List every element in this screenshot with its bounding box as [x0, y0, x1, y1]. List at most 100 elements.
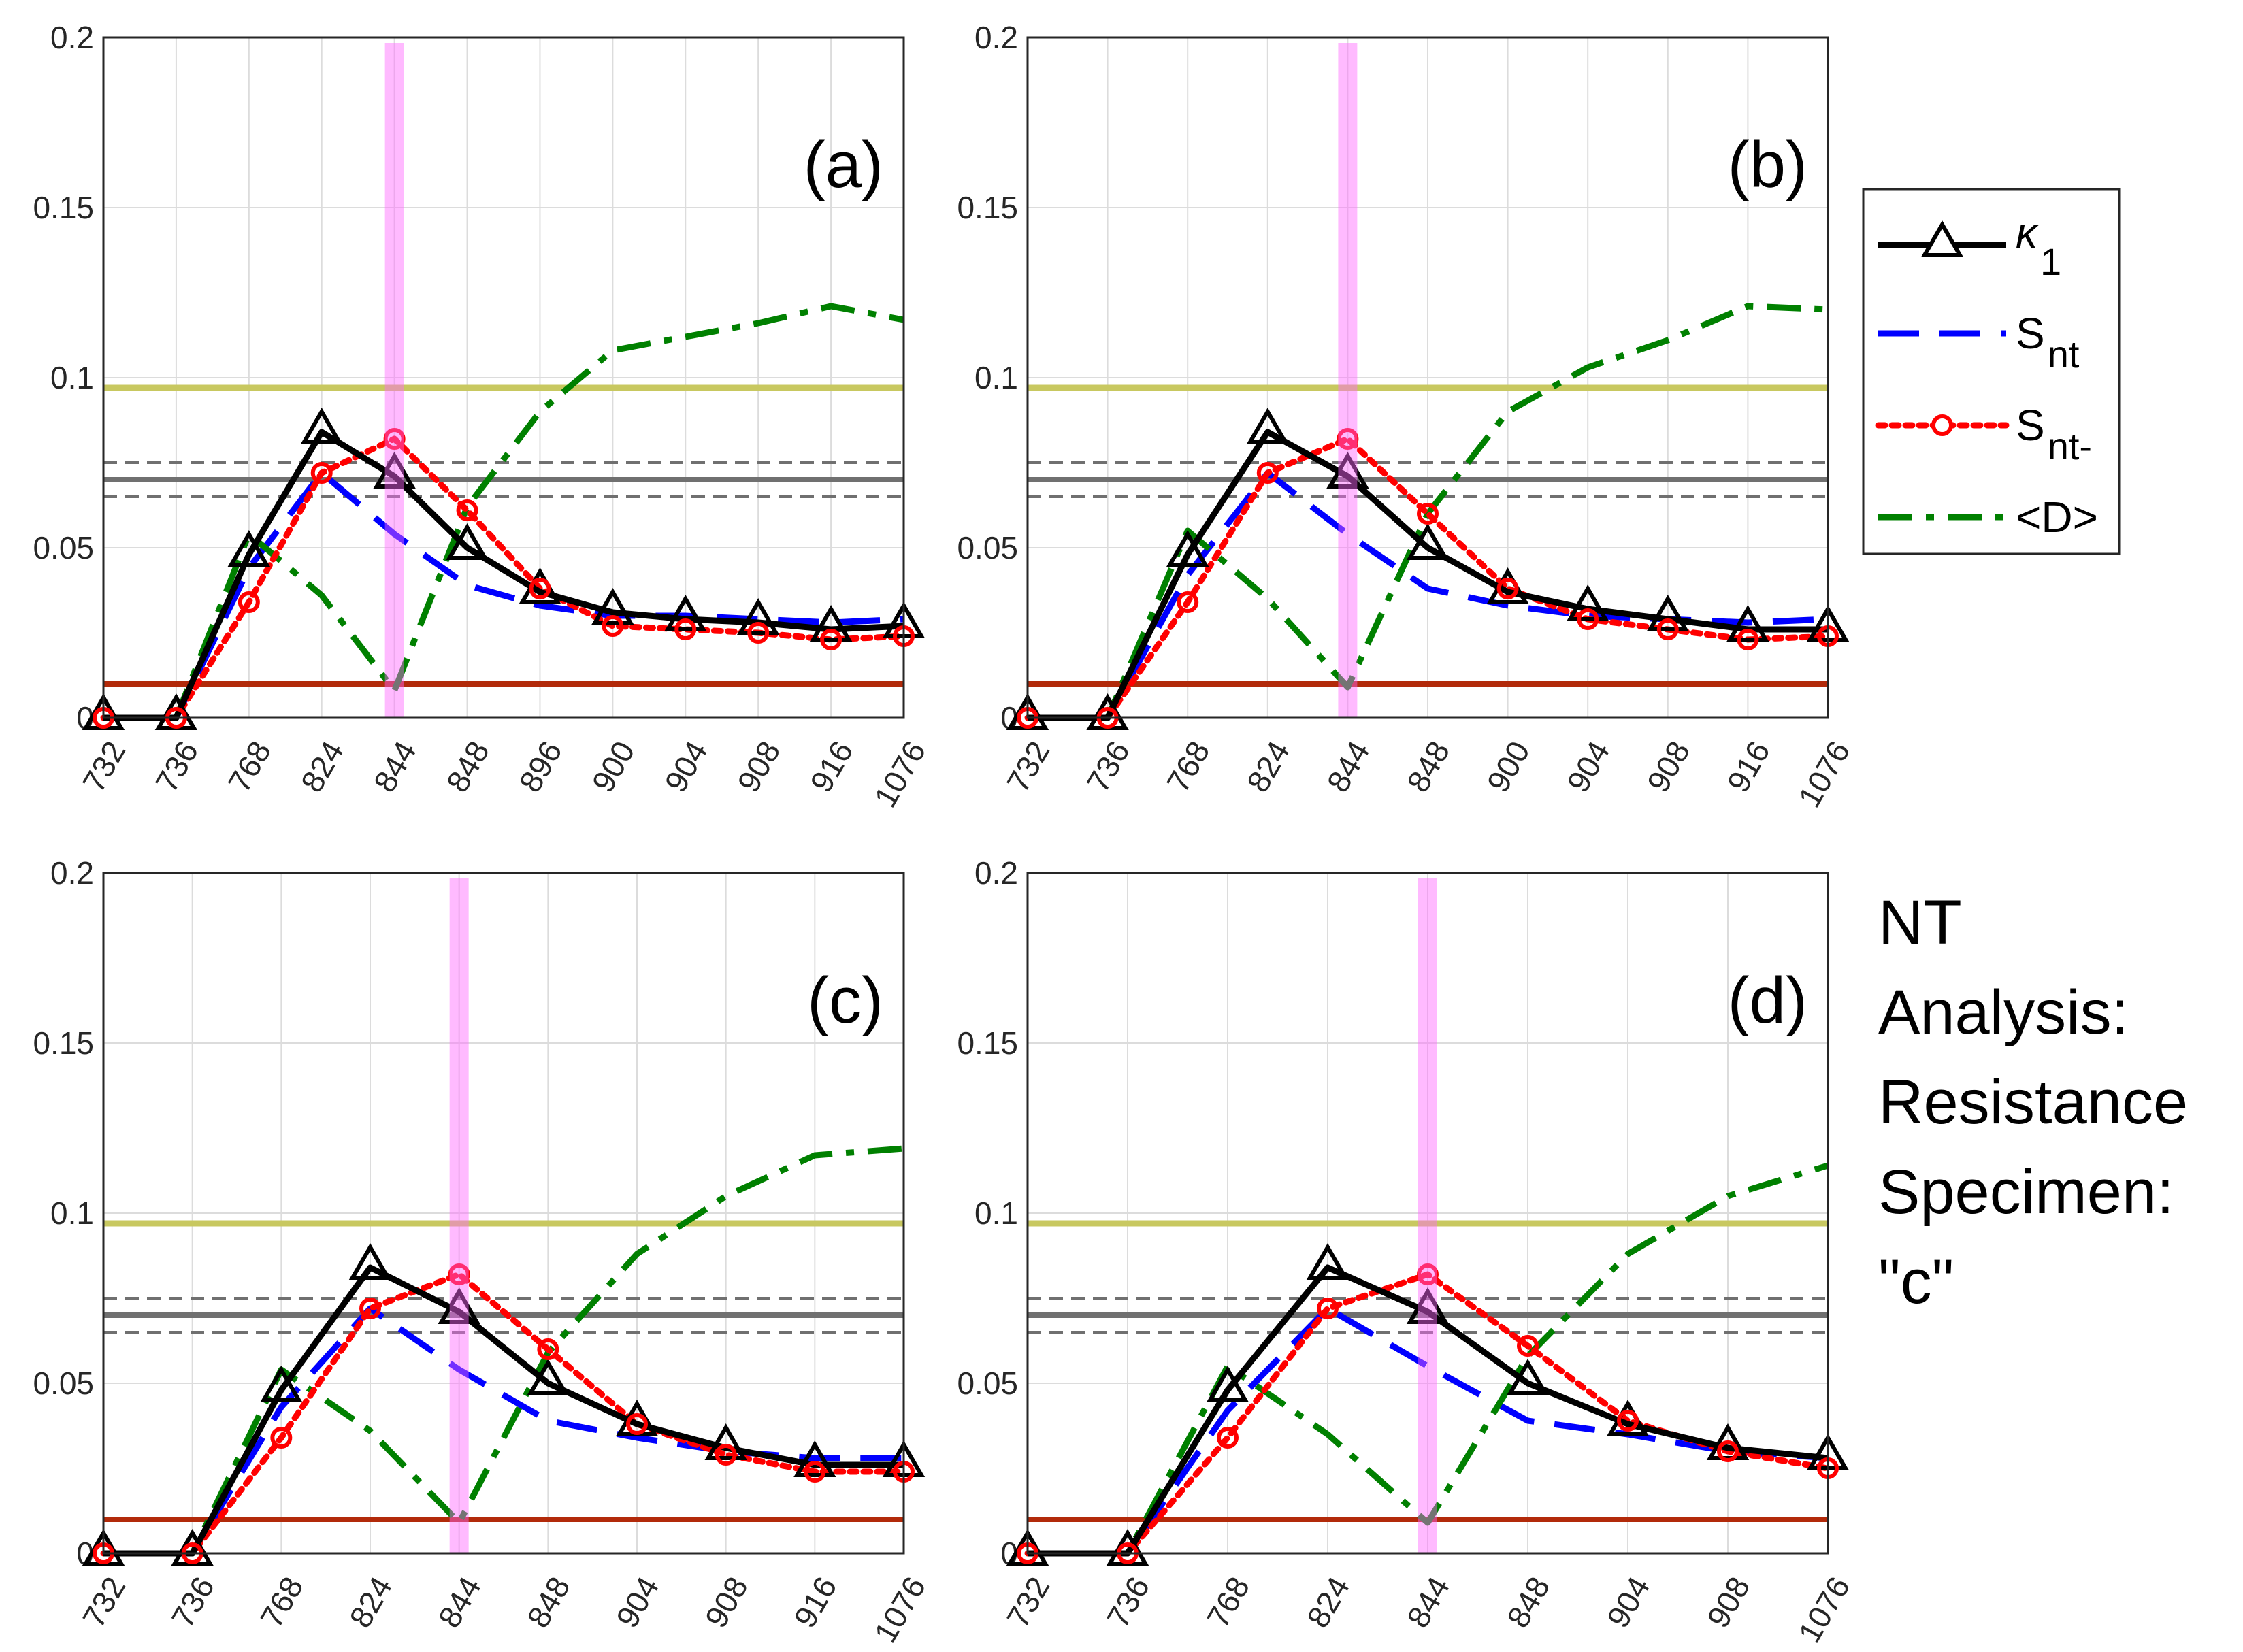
- data-point-k1: [1646, 595, 1689, 631]
- panel-label: (b): [1728, 129, 1807, 201]
- data-point-sntm: [820, 629, 842, 650]
- x-tick-label: 1076: [867, 735, 932, 813]
- x-tick-label: 732: [1000, 1570, 1056, 1633]
- data-point-sntm: [804, 1461, 826, 1483]
- y-tick-label: 0.15: [33, 190, 94, 225]
- x-tick-label: 904: [1600, 1570, 1656, 1633]
- data-point-k1: [1406, 523, 1450, 560]
- data-point-k1: [260, 1365, 303, 1402]
- x-tick-label: 844: [1400, 1570, 1456, 1633]
- x-tick-label: 1076: [1791, 1570, 1856, 1649]
- x-tick-label: 768: [1160, 735, 1216, 797]
- legend-label-main: S: [2016, 401, 2045, 450]
- series-line-D: [103, 1145, 904, 1557]
- data-point-k1: [1506, 1359, 1550, 1395]
- legend-box: [1862, 188, 2121, 555]
- data-point-k1: [527, 1358, 570, 1395]
- legend-label-sub: nt: [2048, 333, 2080, 376]
- axes-box: [1026, 872, 1829, 1555]
- y-tick-label: 0.2: [975, 855, 1018, 891]
- x-tick-label: 1076: [867, 1570, 932, 1649]
- data-point-sntm: [1717, 1440, 1739, 1462]
- y-tick-label: 0.1: [50, 360, 94, 395]
- data-point-k1: [704, 1423, 747, 1460]
- series-line-sntm: [100, 1271, 907, 1557]
- x-tick-label: 916: [803, 735, 859, 797]
- data-point-k1: [1246, 408, 1289, 444]
- y-tick-label: 0.2: [50, 855, 94, 891]
- panel-label: (a): [804, 129, 883, 201]
- panel-label: (d): [1728, 964, 1807, 1037]
- legend-label: Snt: [2016, 309, 2080, 376]
- data-point-k1: [438, 1287, 480, 1324]
- x-tick-label: 768: [221, 735, 278, 797]
- annotation-line: "c": [1878, 1247, 1954, 1317]
- data-point-k1: [809, 605, 853, 642]
- legend-label: κ1: [2016, 208, 2061, 283]
- highlight-band: [384, 43, 404, 718]
- series-line-D: [103, 303, 904, 721]
- x-tick-label: 900: [1480, 735, 1537, 797]
- data-point-sntm: [602, 615, 624, 637]
- y-tick-label: 0.15: [33, 1025, 94, 1061]
- data-point-sntm: [1496, 578, 1519, 599]
- data-point-k1: [1726, 605, 1769, 642]
- data-point-sntm: [529, 578, 551, 599]
- data-point-sntm: [1417, 503, 1439, 525]
- y-tick-label: 0.1: [975, 360, 1018, 395]
- x-tick-label: 736: [1080, 735, 1136, 797]
- data-point-sntm: [456, 499, 478, 521]
- axes-box: [102, 36, 905, 719]
- data-point-sntm: [1517, 1335, 1539, 1357]
- highlight-band: [1338, 43, 1358, 718]
- data-point-sntm: [747, 622, 770, 644]
- x-tick-label: 736: [148, 735, 205, 797]
- x-tick-label: 904: [657, 735, 714, 797]
- x-tick-label: 824: [1300, 1570, 1356, 1633]
- x-tick-label: 904: [609, 1570, 666, 1633]
- data-point-sntm: [1177, 591, 1199, 613]
- data-point-sntm: [310, 462, 333, 484]
- legend-label-main: κ: [2016, 208, 2040, 257]
- data-point-sntm: [1337, 428, 1359, 450]
- x-tick-label: 848: [520, 1570, 576, 1633]
- y-tick-label: 0.05: [33, 530, 94, 565]
- x-tick-label: 908: [698, 1570, 755, 1633]
- x-tick-label: 896: [512, 735, 568, 797]
- data-point-sntm: [674, 618, 697, 640]
- legend-label-sub: nt-: [2048, 425, 2092, 467]
- x-tick-label: 768: [1200, 1570, 1256, 1633]
- y-tick-label: 0.05: [957, 530, 1018, 565]
- series-line-k1: [1028, 1264, 1829, 1557]
- x-tick-label: 916: [787, 1570, 843, 1633]
- x-tick-label: 824: [294, 735, 350, 797]
- series-line-sntm: [1024, 435, 1831, 721]
- highlight-band: [1418, 878, 1437, 1553]
- series-line-snt: [103, 469, 904, 721]
- x-tick-label: 844: [1320, 735, 1376, 797]
- data-point-k1: [664, 595, 707, 631]
- y-tick-label: 0.05: [957, 1366, 1018, 1401]
- x-tick-label: 736: [165, 1570, 221, 1633]
- x-tick-label: 824: [1240, 735, 1296, 797]
- x-tick-label: 768: [253, 1570, 310, 1633]
- series-line-D: [1028, 1162, 1829, 1557]
- data-point-sntm: [383, 428, 406, 450]
- data-point-sntm: [1617, 1410, 1639, 1432]
- x-tick-label: 824: [342, 1570, 399, 1633]
- x-tick-label: 848: [1500, 1570, 1556, 1633]
- data-point-sntm: [270, 1427, 293, 1449]
- data-point-k1: [1406, 1287, 1450, 1324]
- x-tick-label: 732: [1000, 735, 1056, 797]
- x-tick-label: 844: [367, 735, 423, 797]
- x-tick-label: 1076: [1791, 735, 1856, 813]
- data-point-k1: [793, 1440, 836, 1477]
- axes-box: [1026, 36, 1829, 719]
- data-point-k1: [1326, 452, 1369, 489]
- series-line-snt: [1028, 469, 1829, 721]
- data-point-sntm: [1256, 462, 1279, 484]
